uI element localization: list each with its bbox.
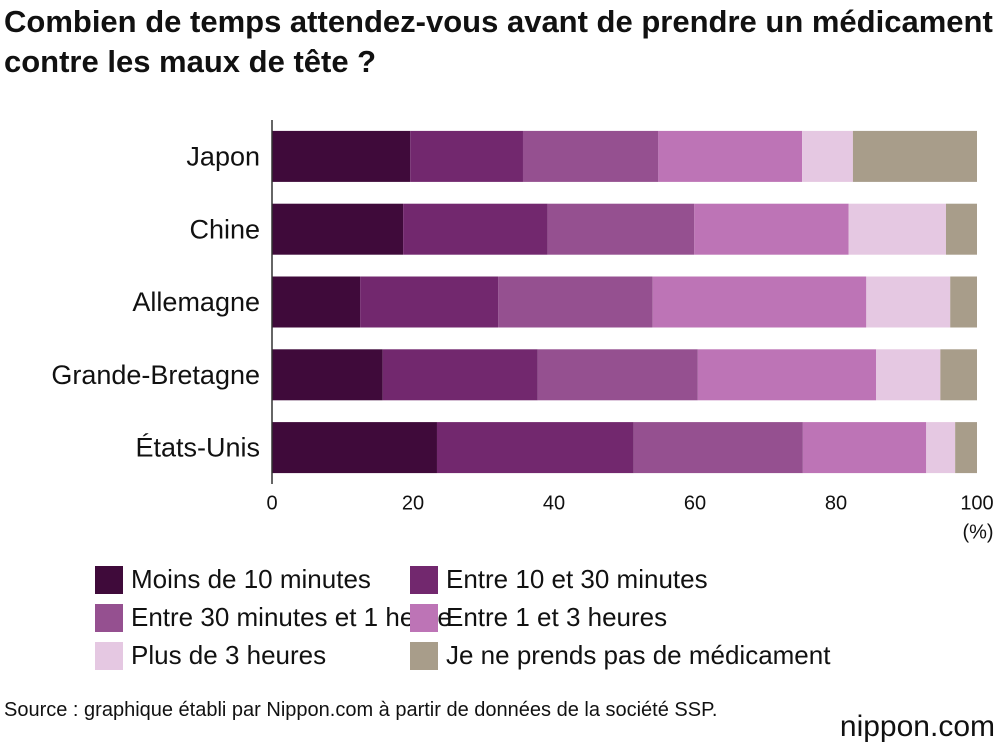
x-axis-label: (%) <box>962 521 993 543</box>
legend-label: Je ne prends pas de médicament <box>446 640 831 670</box>
bar-segment <box>410 130 523 182</box>
x-tick-label: 60 <box>684 492 706 514</box>
bar-segment <box>633 422 803 474</box>
bar-segment <box>697 349 877 401</box>
bar-segment <box>652 276 867 328</box>
bar-segment <box>403 203 548 255</box>
bar-segment <box>876 349 941 401</box>
bar-segment <box>272 203 404 255</box>
logo: nippon.com <box>840 710 995 743</box>
bar-segment <box>382 349 538 401</box>
x-tick-label: 100 <box>960 492 993 514</box>
legend-swatch <box>410 642 438 670</box>
y-tick-label: États-Unis <box>135 433 260 463</box>
legend-swatch <box>95 604 123 632</box>
bar-segment <box>272 276 361 328</box>
source: Source : graphique établi par Nippon.com… <box>4 699 718 721</box>
legend-label: Entre 10 et 30 minutes <box>446 564 708 594</box>
bar-segment <box>522 130 659 182</box>
legend-swatch <box>95 566 123 594</box>
bar-segment <box>360 276 499 328</box>
bar-segment <box>945 203 977 255</box>
x-tick-label: 0 <box>266 492 277 514</box>
bar-segment <box>498 276 653 328</box>
bar-segment <box>950 276 977 328</box>
y-tick-label: Grande-Bretagne <box>51 360 260 390</box>
x-tick-label: 40 <box>543 492 565 514</box>
x-tick-label: 20 <box>402 492 424 514</box>
legend-label: Moins de 10 minutes <box>131 564 371 594</box>
y-tick-label: Japon <box>186 142 260 172</box>
bar-segment <box>848 203 946 255</box>
bar-segment <box>537 349 698 401</box>
bar-segment <box>436 422 634 474</box>
bar-segment <box>866 276 951 328</box>
bar-segment <box>272 130 411 182</box>
legend-swatch <box>95 642 123 670</box>
bar-segment <box>955 422 977 474</box>
bar-segment <box>547 203 695 255</box>
bar-segment <box>658 130 803 182</box>
legend-swatch <box>410 566 438 594</box>
x-tick-label: 80 <box>825 492 847 514</box>
y-tick-label: Allemagne <box>132 287 260 317</box>
legend-label: Entre 1 et 3 heures <box>446 602 667 632</box>
legend-label: Plus de 3 heures <box>131 640 326 670</box>
bar-segment <box>694 203 849 255</box>
y-tick-label: Chine <box>189 214 260 244</box>
chart-title: Combien de temps attendez-vous avant de … <box>4 4 993 79</box>
bar-segment <box>272 422 437 474</box>
bar-segment <box>802 130 853 182</box>
bar-segment <box>940 349 977 401</box>
bar-segment <box>272 349 383 401</box>
bar-segment <box>926 422 956 474</box>
legend-label: Entre 30 minutes et 1 heure <box>131 602 452 632</box>
bar-segment <box>852 130 977 182</box>
bar-segment <box>802 422 927 474</box>
legend-swatch <box>410 604 438 632</box>
